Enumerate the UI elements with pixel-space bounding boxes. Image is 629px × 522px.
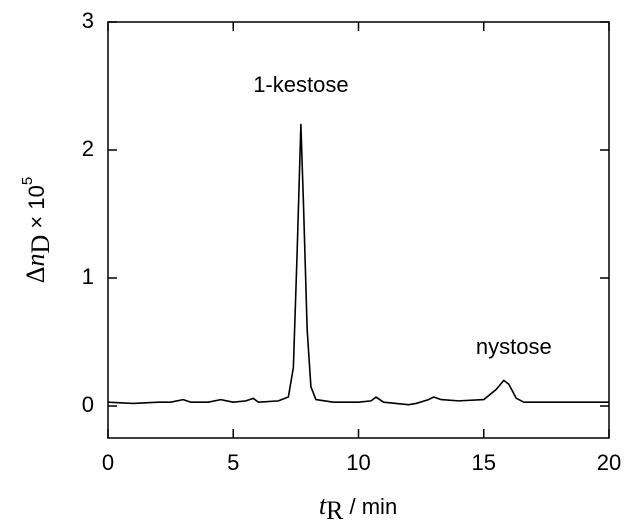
y-axis-label: ΔnD × 105 — [19, 177, 55, 283]
y-label-sub: D — [26, 235, 55, 254]
plot-frame — [107, 21, 610, 439]
x-label-sub: R — [326, 496, 344, 522]
y-tick-label: 1 — [82, 264, 94, 289]
x-tick-label: 15 — [472, 450, 496, 475]
y-tick-label: 0 — [82, 392, 94, 417]
x-label-rest: / min — [343, 494, 397, 519]
x-tick-label: 20 — [597, 450, 621, 475]
y-label-sup: 5 — [19, 177, 36, 185]
line-series — [107, 123, 609, 406]
y-tick-label: 2 — [82, 136, 94, 161]
y-label-delta: Δ — [21, 266, 50, 283]
y-label-var: n — [21, 253, 50, 266]
x-label-var: t — [319, 491, 327, 520]
x-tick-label: 10 — [346, 450, 370, 475]
x-axis-label: tR / min — [319, 491, 397, 522]
annotation: nystose — [476, 334, 552, 359]
annotation: 1-kestose — [253, 72, 348, 97]
y-tick-label: 3 — [82, 8, 94, 33]
y-label-times: × 10 — [24, 185, 49, 235]
x-tick-label: 0 — [102, 450, 114, 475]
x-tick-label: 5 — [227, 450, 239, 475]
